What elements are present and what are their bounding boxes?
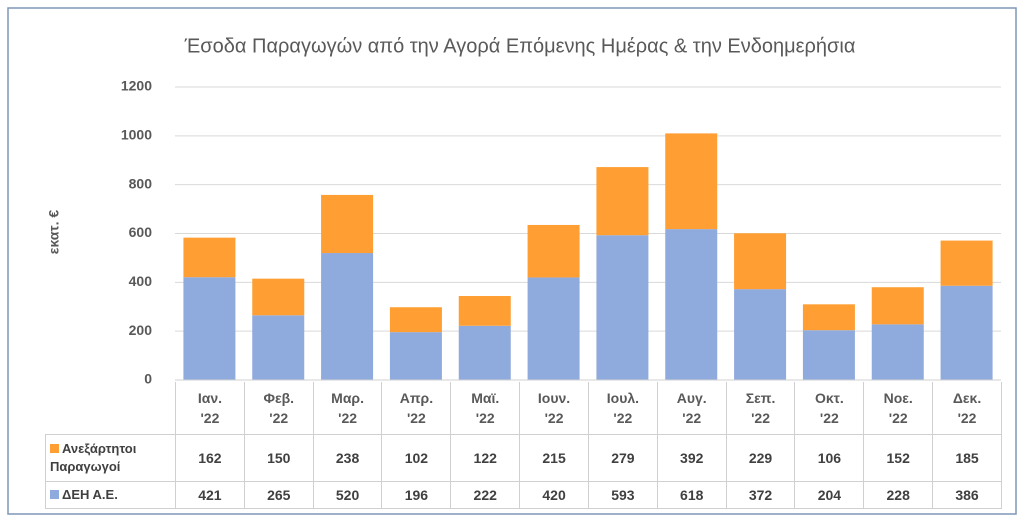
table-value: 106 — [794, 434, 865, 482]
table-value: 238 — [312, 434, 383, 482]
legend-cell: ΔΕΗ Α.Ε. — [45, 481, 176, 509]
table-value: 265 — [243, 481, 314, 509]
table-value: 372 — [725, 481, 796, 509]
bar-segment — [458, 296, 511, 326]
chart-title: Έσοδα Παραγωγών από την Αγορά Επόμενης Η… — [184, 35, 856, 57]
bar-segment — [458, 325, 511, 380]
bar-segment — [596, 167, 649, 236]
y-tick-label: 800 — [129, 175, 153, 191]
table-value: 421 — [175, 481, 245, 509]
bar-segment — [802, 304, 855, 331]
table-value: 196 — [381, 481, 452, 509]
bar-segment — [252, 278, 305, 316]
x-tick-label: Δεκ. '22 — [932, 382, 1002, 435]
table-value: 228 — [863, 481, 934, 509]
legend-key — [50, 444, 59, 453]
bar-segment — [321, 194, 374, 254]
x-tick-label: Ιουλ. '22 — [587, 382, 658, 435]
table-value: 150 — [243, 434, 314, 482]
y-tick-label: 0 — [144, 371, 152, 387]
table-value: 386 — [932, 481, 1002, 509]
bar-segment — [389, 332, 442, 380]
table-value: 204 — [794, 481, 865, 509]
table-value: 152 — [863, 434, 934, 482]
x-tick-label: Σεπ. '22 — [725, 382, 796, 435]
bar-segment — [183, 277, 236, 380]
x-tick-label: Ιουν. '22 — [519, 382, 589, 435]
y-tick-label: 200 — [129, 322, 153, 338]
table-value: 102 — [381, 434, 452, 482]
bar-segment — [183, 237, 236, 278]
bar-segment — [527, 277, 580, 380]
bar-segment — [389, 307, 442, 333]
table-row: Ανεξάρτητοι Παραγωγοί 162 150 238 102 122 215 2… — [45, 434, 1002, 482]
bar-segment — [665, 229, 718, 380]
table-corner — [45, 382, 176, 435]
legend-label: ΔΕΗ Α.Ε. — [62, 487, 118, 502]
table-value: 222 — [450, 481, 521, 509]
data-table: Ιαν. '22 Φεβ. '22 Μαρ. '22 Απρ. '22 Μαϊ. '22… — [45, 382, 1002, 509]
bar-segment — [321, 253, 374, 380]
bar-segment — [734, 233, 787, 290]
table-value: 420 — [519, 481, 589, 509]
table-value: 593 — [587, 481, 658, 509]
x-tick-label: Ιαν. '22 — [175, 382, 245, 435]
x-tick-label: Οκτ. '22 — [794, 382, 865, 435]
legend-label: Ανεξάρτητοι Παραγωγοί — [50, 441, 137, 474]
x-tick-label: Φεβ. '22 — [243, 382, 314, 435]
bar-segment — [940, 240, 993, 286]
table-value: 279 — [587, 434, 658, 482]
y-tick-label: 400 — [129, 273, 153, 289]
y-tick-label: 1200 — [121, 78, 152, 94]
table-value: 215 — [519, 434, 589, 482]
table-value: 229 — [725, 434, 796, 482]
bar-segment — [252, 315, 305, 380]
legend-cell: Ανεξάρτητοι Παραγωγοί — [45, 434, 176, 482]
x-tick-label: Μαρ. '22 — [312, 382, 383, 435]
bar-segment — [527, 224, 580, 278]
table-value: 122 — [450, 434, 521, 482]
x-tick-label: Νοε. '22 — [863, 382, 934, 435]
table-header-row: Ιαν. '22 Φεβ. '22 Μαρ. '22 Απρ. '22 Μαϊ. '22… — [45, 382, 1002, 435]
x-tick-label: Μαϊ. '22 — [450, 382, 521, 435]
table-row: ΔΕΗ Α.Ε. 421 265 520 196 222 420 593 618 372 204 22… — [45, 481, 1002, 509]
bar-segment — [802, 330, 855, 380]
bar-segment — [940, 285, 993, 380]
y-axis-label: εκατ. € — [46, 210, 62, 255]
bar-segment — [734, 289, 787, 380]
y-tick-label: 600 — [129, 224, 153, 240]
x-tick-label: Αυγ. '22 — [656, 382, 727, 435]
bar-segment — [871, 287, 924, 325]
bar-segment — [665, 133, 718, 230]
y-tick-label: 1000 — [121, 127, 152, 143]
table-value: 162 — [175, 434, 245, 482]
table-value: 618 — [656, 481, 727, 509]
table-value: 185 — [932, 434, 1002, 482]
table-value: 392 — [656, 434, 727, 482]
x-tick-label: Απρ. '22 — [381, 382, 452, 435]
bar-segment — [596, 235, 649, 380]
table-value: 520 — [312, 481, 383, 509]
bar-segment — [871, 324, 924, 380]
legend-key — [50, 490, 59, 499]
